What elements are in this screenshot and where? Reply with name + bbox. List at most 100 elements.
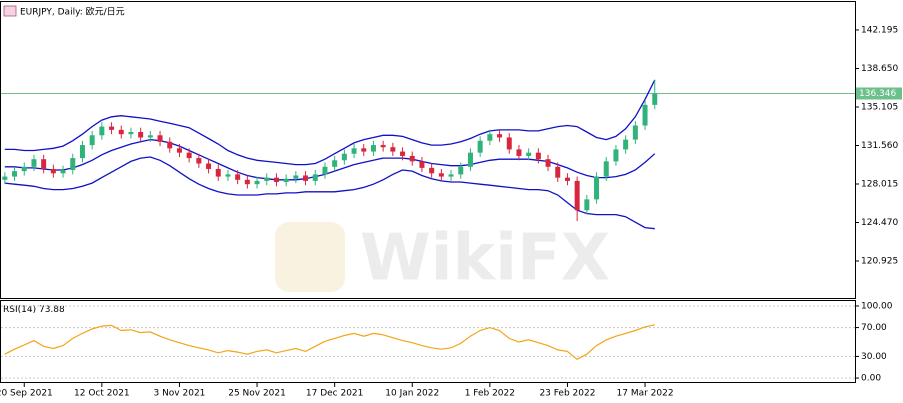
candle-body <box>380 145 386 148</box>
candle-body <box>70 158 76 171</box>
rsi-name: RSI(14) <box>3 305 36 315</box>
candle-body <box>419 161 425 168</box>
candle-body <box>79 145 85 159</box>
candle-body <box>89 135 95 146</box>
candle-body <box>312 174 318 181</box>
candle-body <box>273 177 279 182</box>
candle-body <box>293 175 299 179</box>
candle-body <box>244 179 250 185</box>
x-tick-label: 23 Feb 2022 <box>539 389 595 399</box>
y-tick-label: 30.00 <box>861 352 887 362</box>
last-price-box <box>856 87 902 100</box>
candle-body <box>477 140 483 153</box>
candle-body <box>41 159 47 169</box>
y-tick-label: 135.105 <box>861 102 898 112</box>
rsi-label: RSI(14) 73.88 <box>3 305 65 315</box>
y-tick-label: 120.925 <box>861 257 898 267</box>
x-tick-label: 17 Mar 2022 <box>617 389 674 399</box>
candle-body <box>31 159 37 167</box>
rsi-value: 73.88 <box>39 305 65 315</box>
band-upper <box>4 79 656 166</box>
watermark-icon <box>275 222 345 292</box>
y-tick-label: 70.00 <box>861 323 887 333</box>
candle-body <box>361 148 367 152</box>
candle-body <box>613 149 619 162</box>
candle-body <box>341 153 347 161</box>
candle-body <box>448 174 454 177</box>
symbol-icon <box>3 5 17 17</box>
candle-body <box>458 166 464 175</box>
candle-body <box>176 148 182 153</box>
y-tick-label: 131.560 <box>861 141 898 151</box>
x-tick-label: 12 Oct 2021 <box>74 389 130 399</box>
candle-body <box>303 175 309 181</box>
candle-body <box>594 176 600 200</box>
last-price-label: 136.346 <box>859 89 896 99</box>
x-tick-label: 10 Jan 2022 <box>385 389 439 399</box>
candle-body <box>322 166 328 175</box>
candle-body <box>186 152 192 159</box>
candle-body <box>545 159 551 167</box>
candle-body <box>642 104 648 126</box>
x-tick-label: 17 Dec 2021 <box>306 389 364 399</box>
y-tick-label: 138.650 <box>861 64 898 74</box>
candle-body <box>603 161 609 177</box>
candle-body <box>50 168 56 174</box>
candle-body <box>370 145 376 152</box>
candle-body <box>487 134 493 141</box>
rsi-line <box>4 324 655 361</box>
y-tick-label: 100.00 <box>861 301 893 311</box>
candle-body <box>438 173 444 177</box>
candle-body <box>147 135 153 138</box>
candle-body <box>574 180 580 211</box>
candle-body <box>506 137 512 150</box>
x-tick-label: 25 Nov 2021 <box>228 389 286 399</box>
price-panel <box>0 1 856 299</box>
candle-body <box>497 134 503 138</box>
candle-body <box>400 151 406 156</box>
candle-body <box>109 126 115 130</box>
y-tick-label: 128.015 <box>861 179 898 189</box>
y-tick-label: 142.195 <box>861 25 898 35</box>
candle-body <box>623 139 629 150</box>
watermark-group: WikiFX <box>275 222 610 296</box>
candle-body <box>128 132 134 135</box>
candle-body <box>535 152 541 160</box>
rsi-panel <box>0 300 856 383</box>
candle-body <box>196 158 202 164</box>
y-tick-label: 0.00 <box>861 374 881 384</box>
candle-body <box>264 177 270 181</box>
candle-body <box>157 135 163 142</box>
candle-body <box>167 141 173 149</box>
candle-body <box>516 149 522 156</box>
x-tick-label: 3 Nov 2021 <box>153 389 205 399</box>
band-lower <box>4 156 655 230</box>
candle-body <box>283 178 289 182</box>
candle-body <box>652 93 658 105</box>
watermark: WikiFX <box>360 222 610 296</box>
candle-body <box>564 177 570 181</box>
candle-body <box>2 176 8 180</box>
candle-body <box>12 171 18 177</box>
candle-body <box>332 160 338 167</box>
candle-body <box>118 129 124 135</box>
candle-body <box>584 199 590 211</box>
candle-body <box>351 148 357 154</box>
candle-body <box>555 166 561 178</box>
candle-body <box>206 163 212 169</box>
x-tick-label: 20 Sep 2021 <box>0 389 53 399</box>
candle-body <box>254 180 260 185</box>
y-tick-label: 124.470 <box>861 218 898 228</box>
chart-title: EURJPY, Daily: 欧元/日元 <box>20 6 125 18</box>
candle-body <box>409 155 415 162</box>
candle-body <box>235 174 241 180</box>
candle-body <box>390 147 396 152</box>
candle-body <box>21 166 27 172</box>
candle-body <box>467 152 473 167</box>
candle-body <box>60 170 66 174</box>
candle-body <box>632 125 638 140</box>
candle-body <box>429 167 435 174</box>
candle-body <box>138 132 144 138</box>
